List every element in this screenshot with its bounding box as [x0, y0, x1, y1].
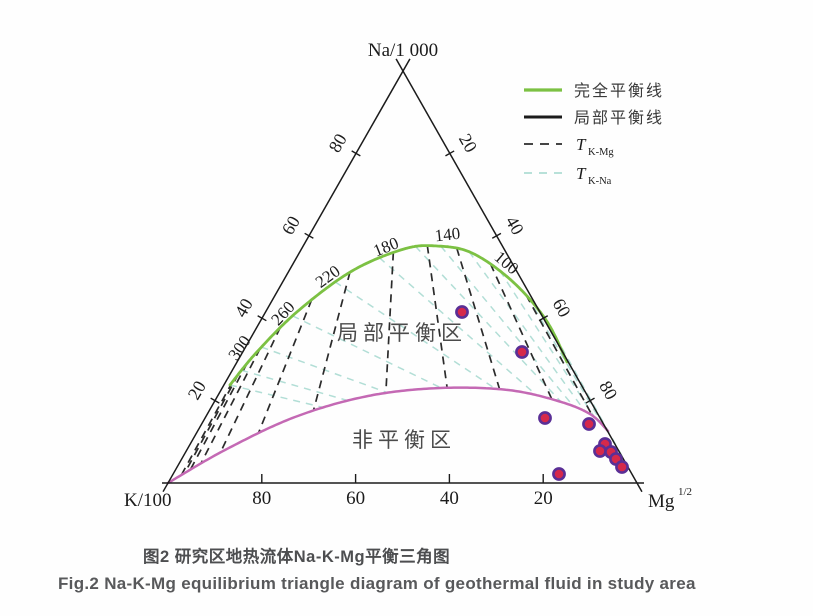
zone-label-non-equilibrium: 非平衡区: [352, 429, 456, 452]
axis-tick-left: [210, 397, 220, 404]
sample-point: [538, 411, 552, 425]
triangle-edge-right: [395, 58, 643, 493]
axis-tick-right: [585, 397, 595, 404]
legend-label-partial-equilibrium: 局部平衡线: [574, 109, 664, 127]
full-equilibrium-curve: [228, 244, 569, 387]
legend-label-t-k-na-symbol: T: [576, 164, 587, 183]
axis-tick-right: [491, 232, 502, 239]
axis-tick-left: [351, 150, 361, 157]
legend: 完全平衡线 局部平衡线 T K-Mg T K-Na: [524, 82, 664, 187]
sample-point: [615, 460, 629, 474]
sample-point: [582, 417, 596, 431]
axis-tick-label-left: 40: [231, 295, 257, 321]
t-k-na-isoline: [499, 270, 596, 418]
axis-tick-label-left: 80: [325, 130, 351, 156]
t-k-mg-isoline: [525, 294, 594, 416]
axis-tick-label-bottom: 40: [440, 488, 459, 509]
axis-tick-left: [304, 232, 314, 239]
t-k-na-isoline: [468, 251, 586, 412]
t-k-mg-isoline: [426, 245, 448, 388]
corner-label-mg: Mg: [648, 491, 675, 512]
t-k-mg-isoline: [489, 263, 553, 400]
t-k-na-isoline: [292, 315, 442, 389]
isotherm-temperature-label: 140: [434, 224, 461, 246]
apex-label-na: Na/1 000: [368, 40, 438, 61]
legend-label-t-k-mg-subscript: K-Mg: [588, 147, 614, 158]
axis-tick-label-right: 40: [502, 213, 528, 239]
legend-label-full-equilibrium: 完全平衡线: [574, 82, 664, 100]
t-k-na-isoline: [378, 257, 537, 396]
axis-tick-label-right: 80: [595, 377, 621, 403]
t-k-mg-isoline: [385, 252, 395, 393]
t-k-na-isoline: [229, 384, 324, 409]
axis-tick-label-bottom: 20: [534, 488, 553, 509]
sample-point: [552, 467, 566, 481]
legend-label-t-k-na-subscript: K-Na: [588, 176, 612, 187]
isotherm-fan-layer: [180, 245, 626, 476]
t-k-mg-isoline: [219, 327, 282, 453]
t-k-mg-isoline: [183, 373, 240, 474]
t-k-na-isoline: [334, 281, 497, 390]
isotherm-temperature-label: 220: [312, 261, 344, 291]
t-k-na-isoline: [241, 369, 348, 402]
t-k-mg-isoline: [200, 348, 261, 464]
equilibrium-curves-layer: [166, 244, 610, 485]
triangle-frame-layer: [162, 58, 644, 493]
sample-point: [593, 444, 607, 458]
axis-tick-label-bottom: 80: [252, 488, 271, 509]
sample-points-layer: [455, 305, 629, 481]
isotherm-temperature-label: 260: [267, 297, 298, 329]
t-k-mg-isoline: [455, 247, 501, 390]
t-k-mg-isoline: [180, 381, 234, 476]
t-k-mg-isoline: [189, 362, 248, 470]
axis-tick-left: [257, 315, 267, 322]
axis-tick-right: [445, 150, 455, 157]
zone-label-partial-equilibrium: 局部平衡区: [337, 322, 467, 345]
partial-equilibrium-curve: [166, 386, 610, 485]
axis-tick-label-right: 20: [455, 130, 481, 156]
t-k-mg-isoline: [312, 272, 351, 411]
axis-tick-label-left: 20: [184, 377, 210, 403]
axis-tick-label-left: 60: [278, 213, 304, 239]
corner-label-mg-exponent: 1/2: [678, 486, 692, 498]
isotherm-temperature-label: 180: [371, 233, 402, 260]
corner-label-k: K/100: [124, 490, 172, 511]
t-k-mg-isoline: [257, 299, 313, 434]
triangle-edge-left: [162, 58, 411, 493]
axis-tick-label-bottom: 60: [346, 488, 365, 509]
axis-tick-label-right: 60: [548, 295, 574, 321]
t-k-na-isoline: [414, 245, 562, 403]
caption-english: Fig.2 Na-K-Mg equilibrium triangle diagr…: [58, 574, 696, 593]
t-k-na-isoline: [440, 245, 574, 407]
sample-point: [515, 345, 529, 359]
sample-point: [455, 305, 469, 319]
axis-tick-right: [538, 315, 549, 322]
legend-label-t-k-mg-symbol: T: [576, 135, 587, 154]
caption-chinese: 图2 研究区地热流体Na-K-Mg平衡三角图: [143, 548, 451, 566]
